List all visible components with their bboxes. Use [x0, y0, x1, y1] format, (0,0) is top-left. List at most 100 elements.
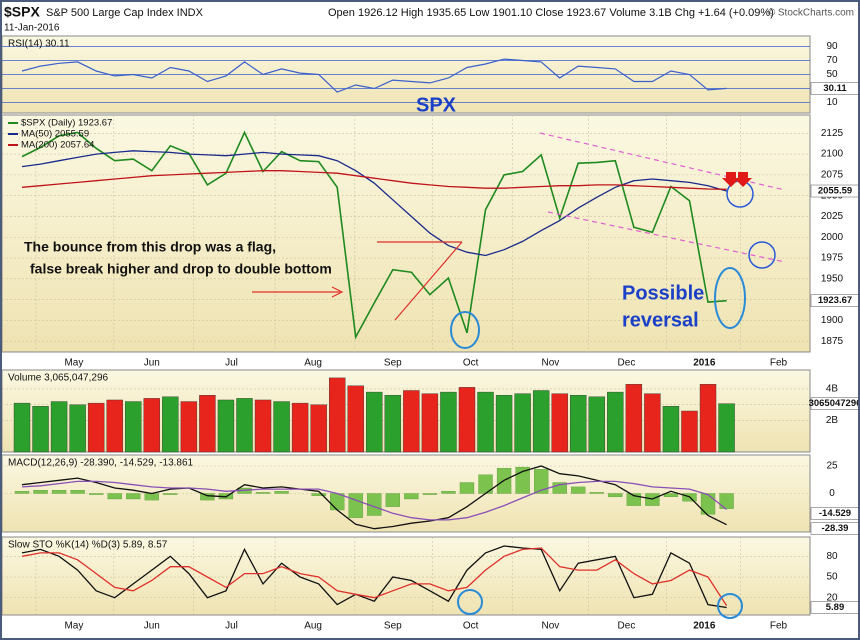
volume-bar — [625, 383, 643, 453]
annotation: Possible — [622, 282, 704, 304]
date: 11-Jan-2016 — [4, 23, 60, 34]
panel-title: Volume 3,065,047,296 — [8, 373, 109, 384]
volume-bar — [440, 391, 457, 453]
volume-bar — [291, 402, 309, 453]
x-tick-label: Jul — [225, 621, 238, 632]
volume-bar — [644, 393, 661, 453]
volume-bar — [366, 391, 383, 453]
indicator-line — [21, 545, 727, 609]
volume-bar — [236, 398, 253, 453]
x-tick-label: Feb — [770, 621, 788, 632]
y-tick-label: 1950 — [821, 273, 844, 284]
histogram-bar — [534, 469, 549, 494]
histogram-bar — [33, 490, 48, 494]
volume-bar — [69, 404, 86, 453]
y-tick-label: 1975 — [821, 253, 844, 264]
legend-label: MA(200) 2057.64 — [21, 140, 94, 151]
histogram-bar — [311, 493, 326, 496]
histogram-bar — [552, 482, 567, 494]
value-label: 2055.59 — [818, 186, 852, 197]
histogram-bar — [70, 490, 85, 494]
value-label: -28.39 — [822, 523, 849, 534]
x-tick-label: Aug — [304, 358, 322, 369]
volume-bar — [347, 385, 364, 453]
volume-bar — [662, 406, 680, 453]
source: © StockCharts.com — [768, 8, 854, 19]
volume-bar — [180, 401, 198, 453]
y-tick-label: 1875 — [821, 336, 844, 347]
volume-bar — [588, 396, 605, 453]
indicator-line — [21, 465, 727, 530]
volume-bar — [532, 390, 550, 453]
y-tick-label: 2B — [826, 415, 839, 426]
histogram-bar — [126, 493, 141, 500]
histogram-bar — [441, 491, 456, 494]
indicator-line — [21, 480, 728, 521]
histogram-bar — [663, 493, 679, 497]
y-tick-label: 70 — [826, 55, 838, 66]
volume-bar — [273, 401, 290, 453]
histogram-bar — [14, 491, 30, 494]
histogram-bar — [255, 492, 271, 494]
x-tick-label: Jun — [144, 358, 160, 369]
y-tick-label: 1900 — [821, 315, 844, 326]
value-label: 1923.67 — [818, 295, 852, 306]
y-tick-label: 2000 — [821, 232, 844, 243]
volume-bar — [458, 387, 476, 453]
legend-label: $SPX (Daily) 1923.67 — [21, 118, 112, 129]
panel — [1, 114, 811, 353]
y-tick-label: 2075 — [821, 170, 844, 181]
panel — [1, 536, 811, 616]
y-tick-label: 50 — [826, 69, 838, 80]
volume-bar — [421, 393, 439, 453]
histogram-bar — [144, 493, 159, 501]
y-tick-label: 90 — [826, 41, 838, 52]
panel-title: MACD(12,26,9) -28.390, -14.529, -13.861 — [8, 458, 194, 469]
volume-bar — [217, 399, 235, 453]
y-tick-label: 0 — [829, 488, 835, 499]
histogram-bar — [274, 491, 289, 494]
histogram-bar — [89, 493, 104, 495]
x-tick-label: Jun — [144, 621, 160, 632]
histogram-bar — [330, 493, 345, 511]
volume-bar — [50, 401, 68, 453]
panel-title: RSI(14) 30.11 — [8, 39, 70, 50]
volume-bar — [125, 401, 142, 453]
x-tick-label: 2016 — [693, 621, 716, 632]
annotation: SPX — [416, 94, 457, 116]
volume-bar — [570, 395, 587, 453]
histogram-bar — [200, 493, 215, 501]
y-tick-label: 2100 — [821, 149, 844, 160]
x-tick-label: Nov — [542, 358, 560, 369]
x-tick-label: Jul — [225, 358, 238, 369]
legend-label: MA(50) 2055.59 — [21, 129, 89, 140]
moving-average — [21, 150, 727, 257]
volume-bar — [551, 393, 568, 453]
y-tick-label: 2025 — [821, 211, 844, 222]
volume-bar — [13, 402, 31, 453]
circle — [457, 589, 483, 615]
circle — [714, 267, 746, 329]
volume-bar — [32, 406, 49, 453]
histogram-bar — [719, 493, 734, 509]
histogram-bar — [589, 492, 604, 494]
volume-bar — [199, 395, 216, 453]
volume-bar — [384, 395, 402, 453]
arrow-down — [722, 172, 740, 187]
histogram-bar — [348, 493, 363, 518]
volume-bar — [607, 391, 624, 453]
x-tick-label: 2016 — [693, 358, 716, 369]
x-tick-label: Oct — [463, 621, 479, 632]
volume-bar — [87, 402, 105, 453]
x-tick-label: May — [64, 358, 83, 369]
volume-bar — [254, 399, 272, 453]
value-label: 5.89 — [826, 602, 845, 613]
histogram-bar — [107, 493, 122, 500]
price-line — [21, 130, 727, 340]
volume-bar — [699, 383, 717, 453]
volume-bar — [477, 391, 494, 453]
x-tick-label: Feb — [770, 358, 788, 369]
annotation: false break higher and drop to double bo… — [30, 261, 332, 277]
